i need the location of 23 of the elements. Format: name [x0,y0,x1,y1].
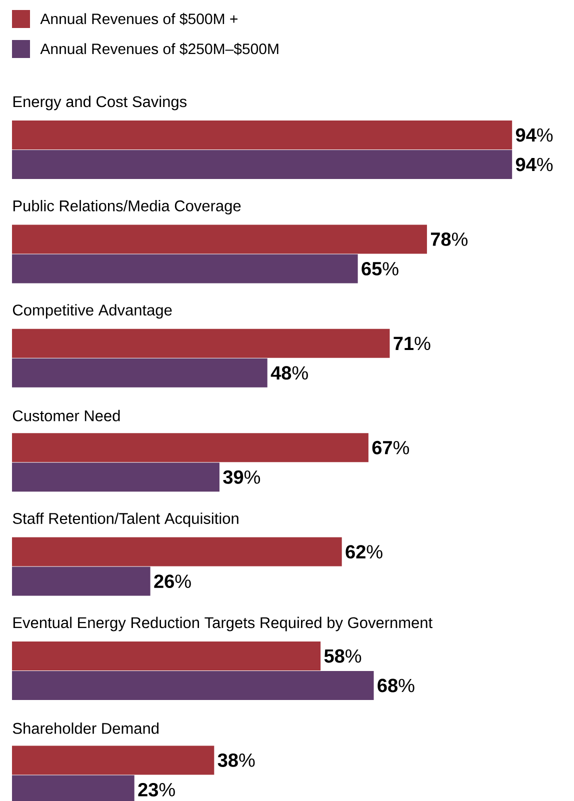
data-label: 48% [270,366,308,380]
data-label: 65% [362,262,398,276]
legend-label: Annual Revenues of $500M + [40,12,238,26]
y-tick-label: Customer Need [12,410,120,422]
data-label: 26% [154,574,191,588]
y-tick-label: Energy and Cost Savings [13,96,186,110]
y-tick-label: Staff Retention/Talent Acquisition [12,512,238,528]
y-tick-label: Competitive Advantage [12,304,172,319]
data-label: 78% [430,232,468,246]
y-tick-label: Shareholder Demand [12,722,158,734]
data-label: 58% [324,649,362,663]
data-label: 38% [218,753,255,767]
data-label: 23% [138,782,175,796]
data-label: 39% [223,470,260,484]
data-label: 71% [394,336,430,350]
data-label: 94% [516,158,553,172]
data-label: 67% [372,440,409,454]
data-label: 68% [378,678,414,692]
y-tick-label: Public Relations/Media Coverage [13,200,241,214]
y-tick-label: Eventual Energy Reduction Targets Required by Government [13,616,432,632]
data-label: 94% [516,128,553,142]
legend-label: Annual Revenues of $250M–$500M [40,42,278,56]
data-label: 62% [346,545,382,559]
